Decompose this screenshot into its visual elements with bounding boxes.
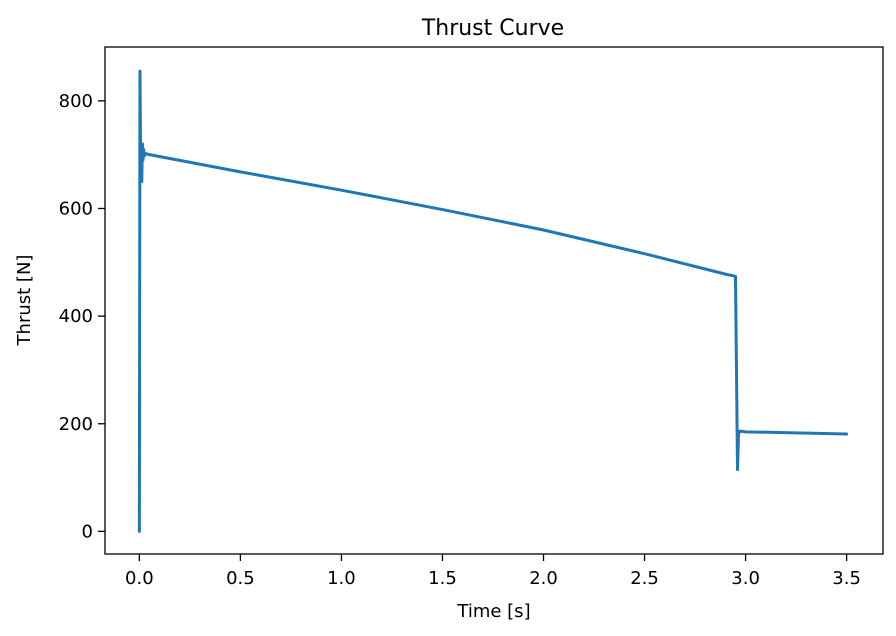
chart-title: Thrust Curve [421,16,564,41]
x-tick-label: 0.5 [226,568,255,589]
y-axis-title: Thrust [N] [14,255,35,347]
y-tick-label: 0 [82,521,93,542]
y-tick-label: 400 [59,306,93,327]
x-tick-label: 2.5 [630,568,659,589]
x-tick-label: 0.0 [125,568,154,589]
thrust-series-line [137,69,849,533]
x-tick-label: 3.0 [731,568,760,589]
x-tick-label: 1.0 [327,568,356,589]
series-layer [137,69,849,533]
x-axis-title: Time [s] [456,601,530,622]
y-tick-label: 600 [59,198,93,219]
ticks-layer: 0.0 0.5 1.0 1.5 2.0 2.5 3.0 3.5 0 200 400 600 800 [59,91,861,589]
x-tick-label: 1.5 [428,568,457,589]
plot-frame [104,46,884,555]
x-tick-label: 2.0 [529,568,558,589]
x-tick-label: 3.5 [832,568,861,589]
y-tick-label: 800 [59,91,93,112]
y-tick-label: 200 [59,414,93,435]
